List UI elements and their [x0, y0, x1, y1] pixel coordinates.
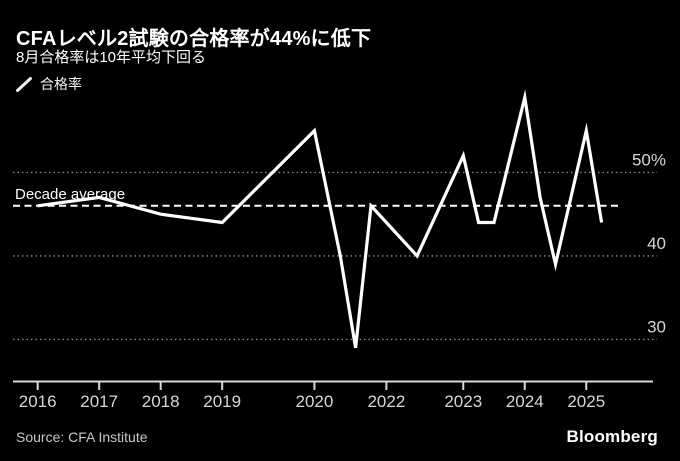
x-axis-label-2020: 2020 — [296, 392, 334, 411]
chart-title: CFAレベル2試験の合格率が44%に低下 — [16, 28, 372, 50]
line-series-icon — [16, 76, 32, 92]
x-axis-label-2017: 2017 — [80, 392, 118, 411]
y-axis-label-50: 50% — [632, 150, 666, 169]
y-axis-label-40: 40 — [647, 234, 666, 253]
x-axis-label-2016: 2016 — [19, 392, 57, 411]
decade-average-label: Decade average — [15, 186, 126, 203]
x-axis-label-2025: 2025 — [567, 392, 605, 411]
pass-rate-series-line — [37, 89, 604, 349]
x-axis-label-2019: 2019 — [203, 392, 241, 411]
legend: 合格率 — [16, 75, 82, 93]
chart-subtitle: 8月合格率は10年平均下回る — [16, 49, 207, 66]
x-axis-label-2024: 2024 — [506, 392, 544, 411]
x-axis-label-2022: 2022 — [367, 392, 405, 411]
x-axis-label-2018: 2018 — [142, 392, 180, 411]
legend-label: 合格率 — [40, 76, 82, 92]
source-note: Source: CFA Institute — [16, 429, 148, 445]
y-axis-label-30: 30 — [647, 317, 666, 336]
bloomberg-logo: Bloomberg — [566, 427, 658, 446]
x-axis-label-2023: 2023 — [444, 392, 482, 411]
